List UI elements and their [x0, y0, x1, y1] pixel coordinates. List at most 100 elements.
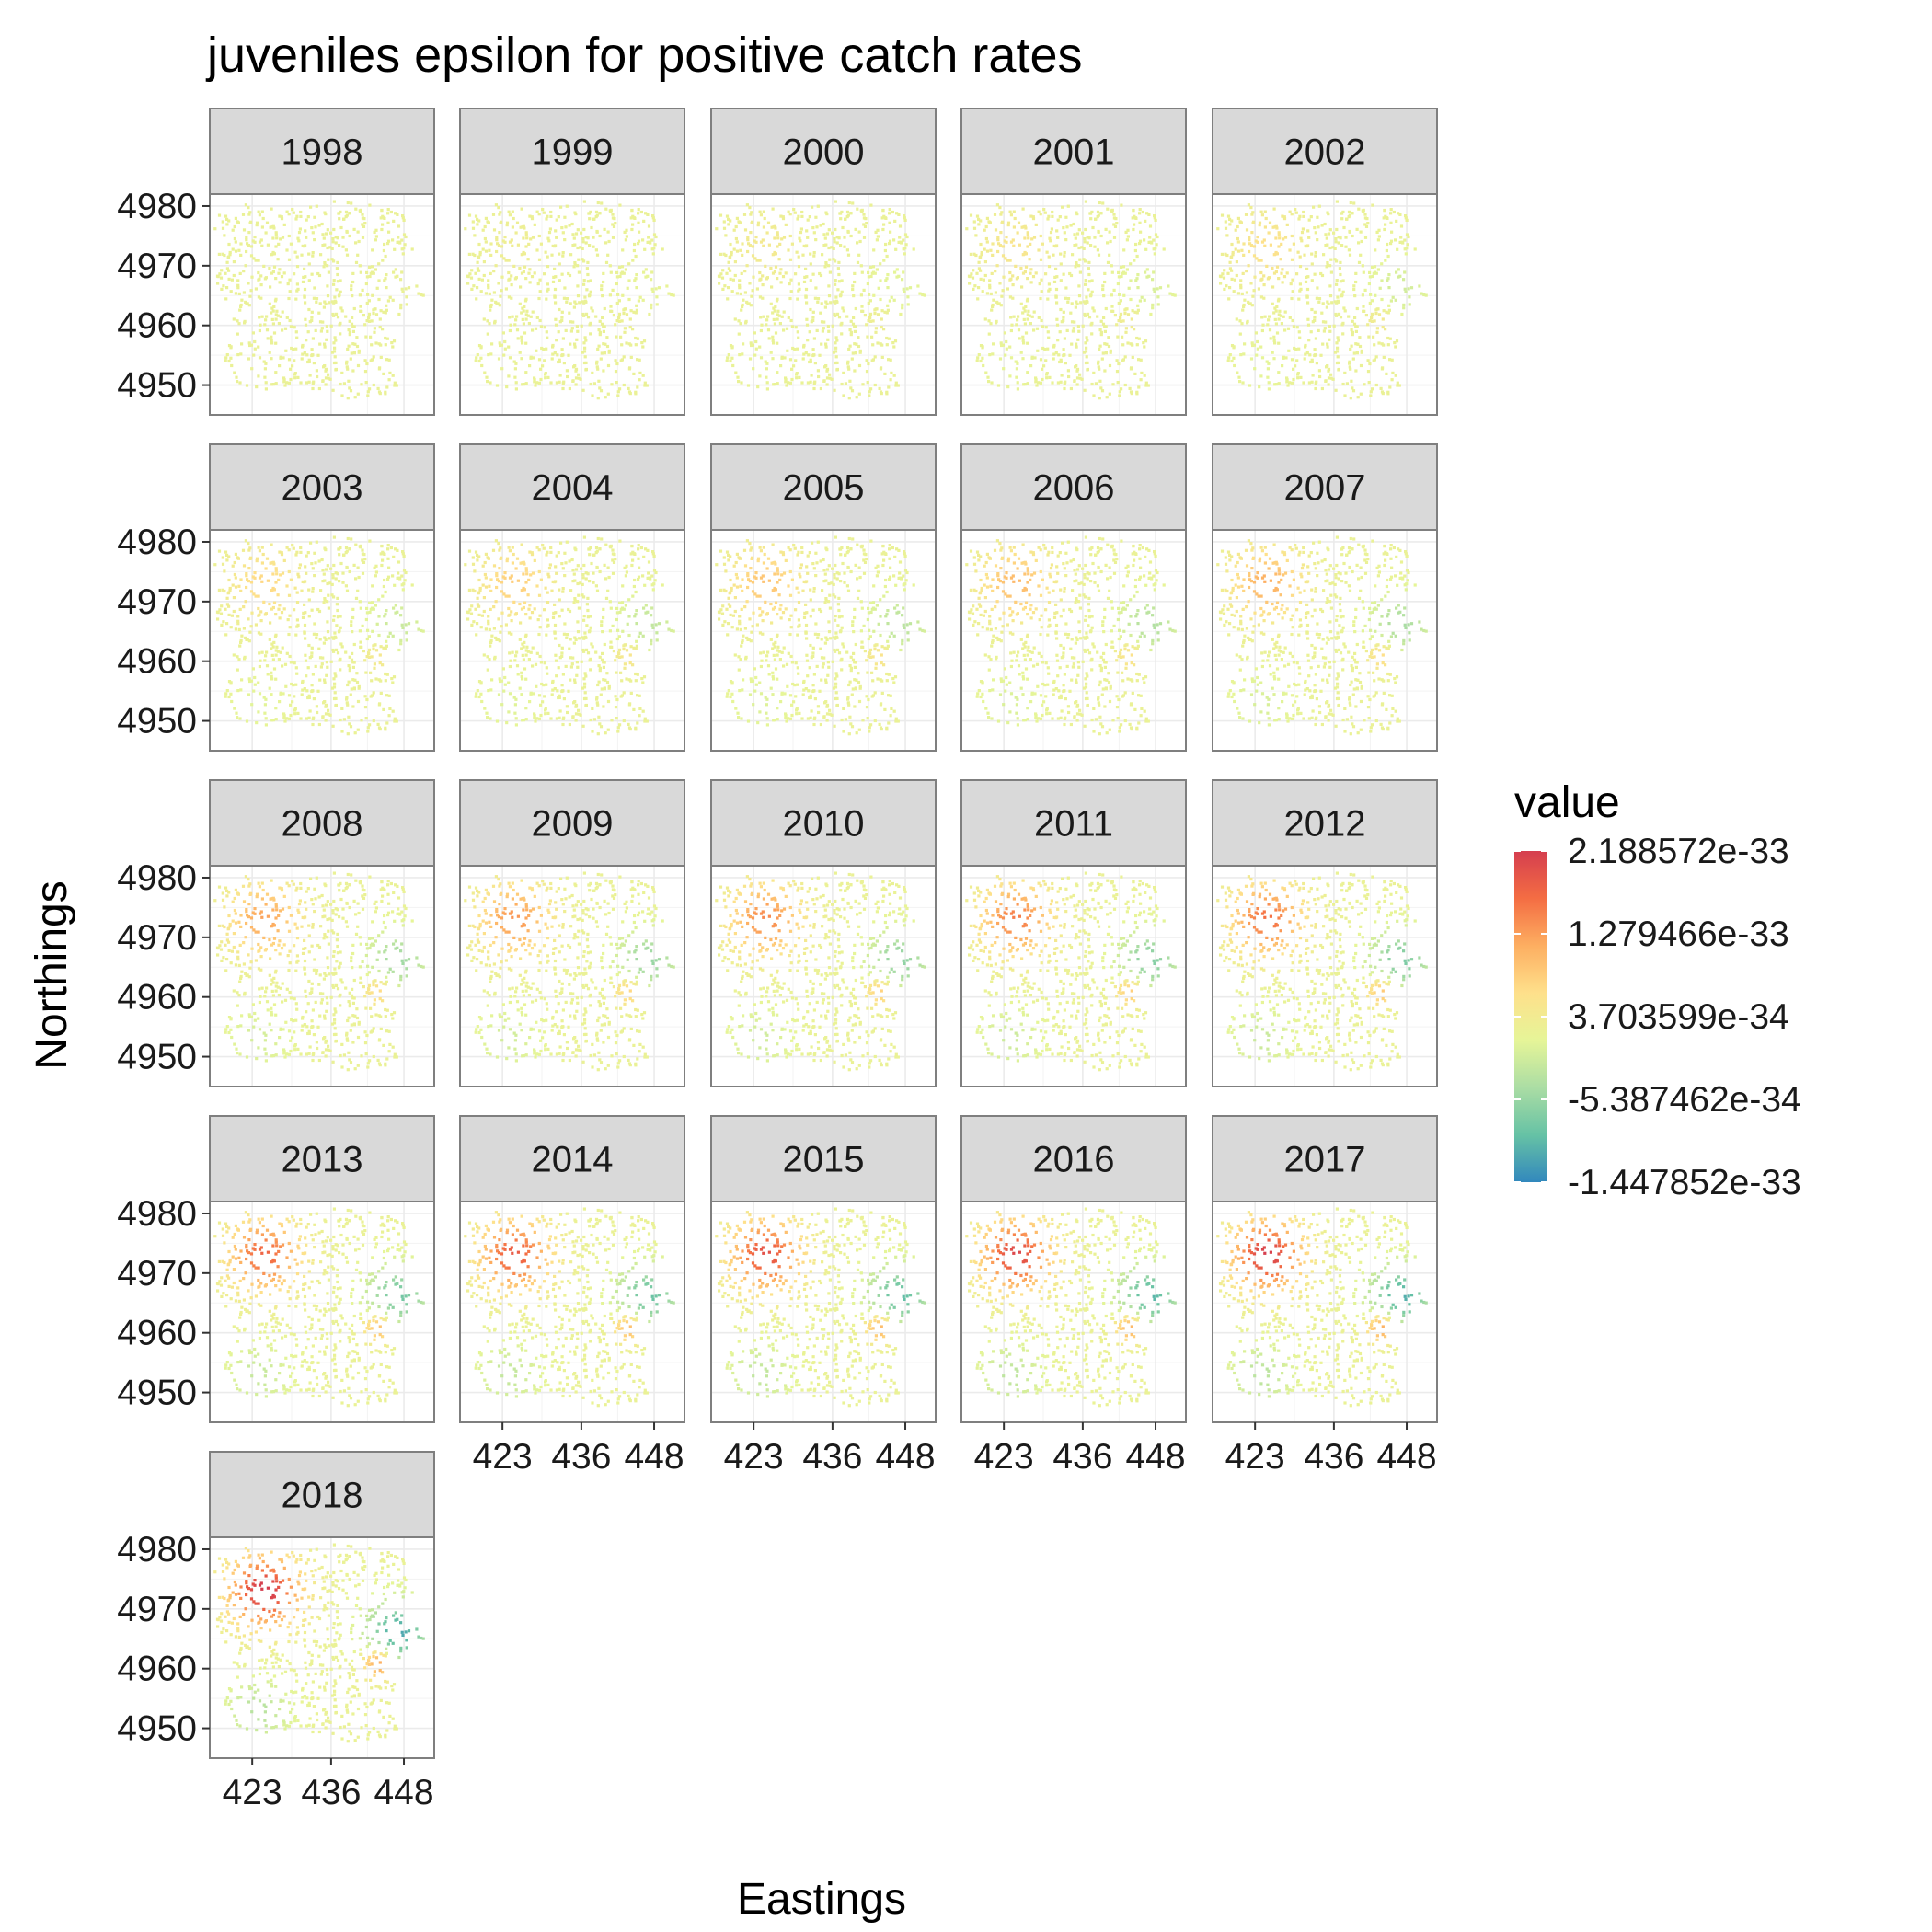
data-point: [360, 719, 363, 722]
data-point: [225, 260, 229, 264]
data-point: [529, 650, 533, 654]
data-point: [619, 607, 623, 611]
data-point: [294, 330, 298, 334]
data-point: [317, 647, 321, 650]
data-point: [312, 296, 316, 300]
data-point: [1252, 245, 1257, 248]
data-point: [1390, 230, 1394, 234]
data-point: [998, 357, 1003, 361]
data-point: [397, 312, 401, 316]
data-point: [391, 574, 395, 578]
data-point: [1360, 351, 1363, 354]
data-point: [1124, 230, 1128, 234]
data-point: [331, 573, 335, 577]
data-point: [574, 369, 578, 373]
data-point: [865, 359, 868, 362]
data-point: [281, 310, 284, 314]
data-point: [576, 294, 581, 298]
data-point: [1272, 271, 1277, 275]
data-point: [1020, 225, 1024, 229]
data-point: [581, 686, 585, 690]
data-point: [1124, 330, 1128, 334]
data-point: [238, 271, 242, 275]
data-point: [263, 613, 267, 616]
data-point: [373, 662, 376, 666]
data-point: [295, 214, 299, 218]
data-point: [893, 339, 898, 343]
data-point: [505, 385, 509, 389]
data-point: [889, 358, 892, 362]
data-point: [835, 236, 839, 239]
data-point: [589, 290, 592, 293]
data-point: [991, 352, 995, 356]
data-point: [633, 615, 637, 618]
data-point: [216, 611, 220, 615]
data-point: [741, 352, 744, 356]
data-point: [733, 317, 737, 321]
data-point: [1075, 232, 1080, 236]
data-point: [858, 349, 862, 352]
data-point: [606, 566, 610, 569]
data-point: [1263, 244, 1267, 247]
data-point: [1373, 319, 1376, 323]
data-point: [1399, 224, 1404, 228]
data-point: [609, 305, 613, 308]
data-point: [1341, 290, 1345, 293]
data-point: [861, 309, 865, 313]
data-point: [849, 234, 853, 238]
data-point: [1320, 311, 1324, 315]
data-point: [586, 608, 590, 613]
data-point: [1110, 264, 1113, 268]
data-point: [319, 329, 323, 333]
data-point: [1137, 337, 1141, 340]
data-point: [500, 245, 504, 248]
data-point: [1291, 278, 1294, 282]
data-point: [558, 643, 561, 648]
data-point: [1098, 379, 1102, 383]
data-point: [384, 728, 387, 731]
data-point: [616, 293, 620, 296]
data-point: [582, 618, 586, 622]
data-point: [1008, 259, 1012, 262]
data-point: [599, 725, 604, 729]
data-point: [334, 241, 338, 245]
data-point: [984, 224, 988, 229]
data-point: [504, 623, 508, 627]
data-point: [560, 226, 564, 230]
data-point: [608, 629, 612, 633]
data-point: [595, 566, 599, 569]
data-point: [511, 244, 514, 247]
data-point: [1071, 253, 1075, 257]
data-point: [1374, 293, 1377, 297]
data-point: [604, 207, 608, 211]
data-point: [1389, 208, 1393, 212]
data-point: [604, 543, 608, 546]
data-point: [627, 279, 631, 282]
data-point: [889, 378, 892, 382]
data-point: [466, 282, 470, 285]
data-point: [356, 728, 360, 731]
data-point: [1285, 376, 1289, 380]
data-point: [280, 217, 284, 221]
data-point: [1244, 213, 1248, 216]
data-point: [1059, 358, 1063, 362]
data-point: [254, 623, 258, 627]
data-point: [479, 356, 483, 360]
data-point: [632, 552, 636, 556]
data-point: [331, 648, 335, 652]
data-point: [269, 285, 272, 289]
data-point: [754, 236, 758, 239]
data-point: [832, 258, 835, 261]
data-point: [356, 566, 360, 569]
data-point: [331, 724, 335, 728]
data-point: [573, 579, 577, 582]
data-point: [977, 260, 981, 264]
data-point: [1280, 242, 1283, 246]
data-point: [238, 644, 242, 648]
data-point: [299, 210, 303, 214]
data-point: [1326, 261, 1329, 265]
data-point: [322, 236, 326, 240]
data-point: [879, 390, 883, 394]
data-point: [322, 601, 326, 604]
data-point: [979, 344, 983, 348]
